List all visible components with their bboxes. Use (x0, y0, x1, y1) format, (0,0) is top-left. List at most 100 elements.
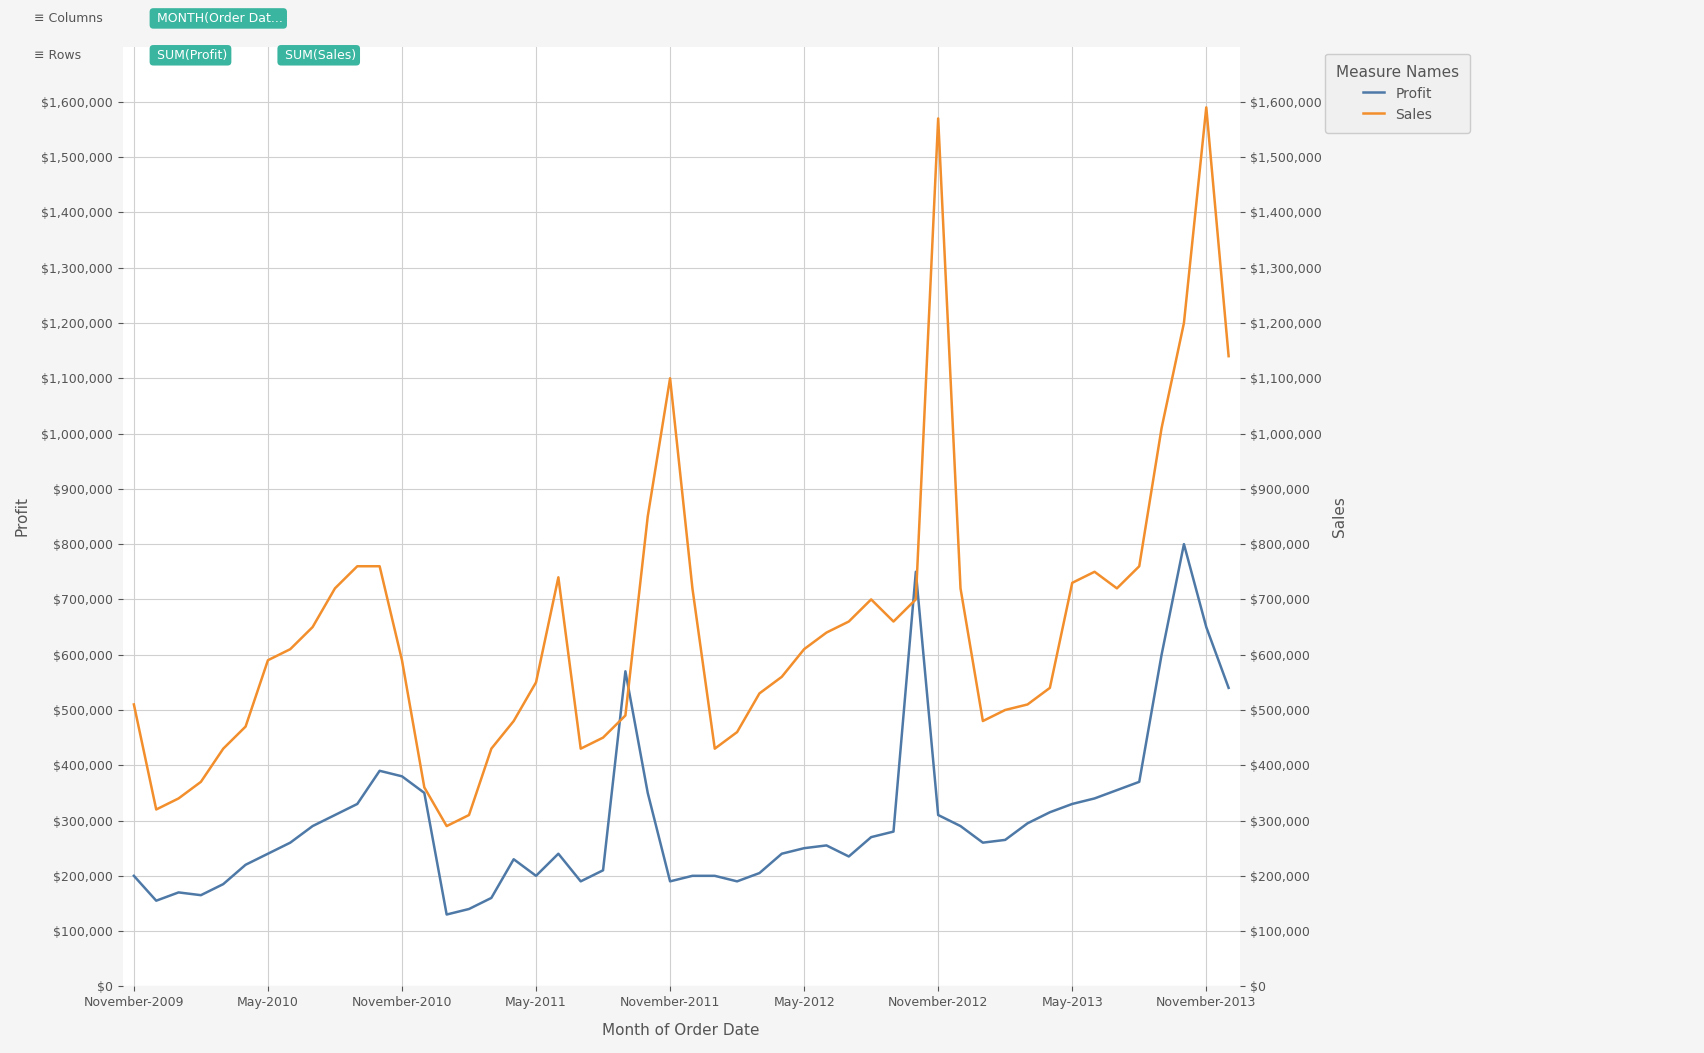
Sales (1017, 698, 1038, 711)
Sales (325, 582, 346, 595)
Profit (995, 834, 1016, 847)
Profit (615, 664, 636, 677)
Sales (458, 809, 479, 821)
Profit (637, 787, 658, 799)
Profit (1062, 797, 1082, 810)
Profit (929, 809, 949, 821)
Profit (750, 867, 770, 879)
Sales (549, 571, 569, 583)
Sales (1196, 101, 1217, 114)
Sales (593, 731, 613, 743)
Sales (861, 593, 881, 605)
Profit (549, 848, 569, 860)
Sales (1130, 560, 1150, 573)
Sales (571, 742, 591, 755)
Profit (1106, 783, 1126, 796)
Sales (973, 715, 993, 728)
Profit (659, 875, 680, 888)
Sales (503, 715, 523, 728)
Profit (728, 875, 748, 888)
Sales (794, 642, 815, 655)
Text: ≡ Rows: ≡ Rows (34, 48, 82, 62)
Profit (1174, 538, 1195, 551)
Profit (1152, 649, 1172, 661)
Profit (838, 850, 859, 862)
Sales (838, 615, 859, 628)
Sales (436, 819, 457, 832)
Sales (637, 510, 658, 522)
Profit (527, 870, 547, 882)
Profit (481, 892, 501, 905)
Sales (682, 582, 702, 595)
Profit (772, 848, 792, 860)
Profit (235, 858, 256, 871)
Sales (1218, 350, 1239, 362)
Y-axis label: Sales: Sales (1333, 496, 1348, 537)
Profit (951, 819, 971, 832)
Profit (1039, 806, 1060, 818)
Sales (279, 642, 300, 655)
Profit (593, 863, 613, 876)
Profit (124, 870, 145, 882)
Text: MONTH(Order Dat...: MONTH(Order Dat... (153, 12, 283, 25)
Profit (257, 848, 278, 860)
Sales (191, 775, 211, 788)
Text: ≡ Columns: ≡ Columns (34, 12, 102, 25)
Profit (325, 809, 346, 821)
Profit (436, 908, 457, 920)
Sales (1039, 681, 1060, 694)
Sales (1174, 317, 1195, 330)
Profit (794, 841, 815, 854)
Profit (1218, 681, 1239, 694)
Sales (527, 676, 547, 689)
Profit (973, 836, 993, 849)
Sales (772, 671, 792, 683)
Profit (704, 870, 724, 882)
Sales (951, 582, 971, 595)
Sales (348, 560, 368, 573)
Profit (571, 875, 591, 888)
Profit (147, 894, 167, 907)
Sales (1084, 565, 1104, 578)
Sales (659, 372, 680, 384)
Sales (1106, 582, 1126, 595)
Sales (414, 781, 435, 794)
Sales (257, 654, 278, 667)
Sales (728, 726, 748, 738)
Sales (615, 709, 636, 721)
Sales (124, 698, 145, 711)
Profit (905, 565, 925, 578)
Profit (370, 764, 390, 777)
Profit (1196, 620, 1217, 633)
Profit (503, 853, 523, 866)
Profit (861, 831, 881, 843)
Sales (1152, 421, 1172, 434)
Sales (995, 703, 1016, 716)
Sales (883, 615, 903, 628)
Sales (750, 687, 770, 699)
Sales (704, 742, 724, 755)
Profit (1017, 817, 1038, 830)
Line: Profit: Profit (135, 544, 1229, 914)
Sales (235, 720, 256, 733)
Sales (169, 792, 189, 804)
Line: Sales: Sales (135, 107, 1229, 826)
Text: SUM(Profit): SUM(Profit) (153, 48, 228, 62)
Profit (883, 826, 903, 838)
Profit (302, 819, 322, 832)
Sales (481, 742, 501, 755)
Profit (1130, 775, 1150, 788)
Profit (348, 797, 368, 810)
Profit (458, 902, 479, 915)
Y-axis label: Profit: Profit (15, 496, 31, 536)
Sales (905, 593, 925, 605)
Sales (302, 620, 322, 633)
Sales (392, 654, 412, 667)
Sales (147, 803, 167, 816)
Sales (816, 627, 837, 639)
Profit (392, 770, 412, 782)
Profit (191, 889, 211, 901)
Text: SUM(Sales): SUM(Sales) (281, 48, 356, 62)
Sales (929, 112, 949, 124)
Profit (414, 787, 435, 799)
